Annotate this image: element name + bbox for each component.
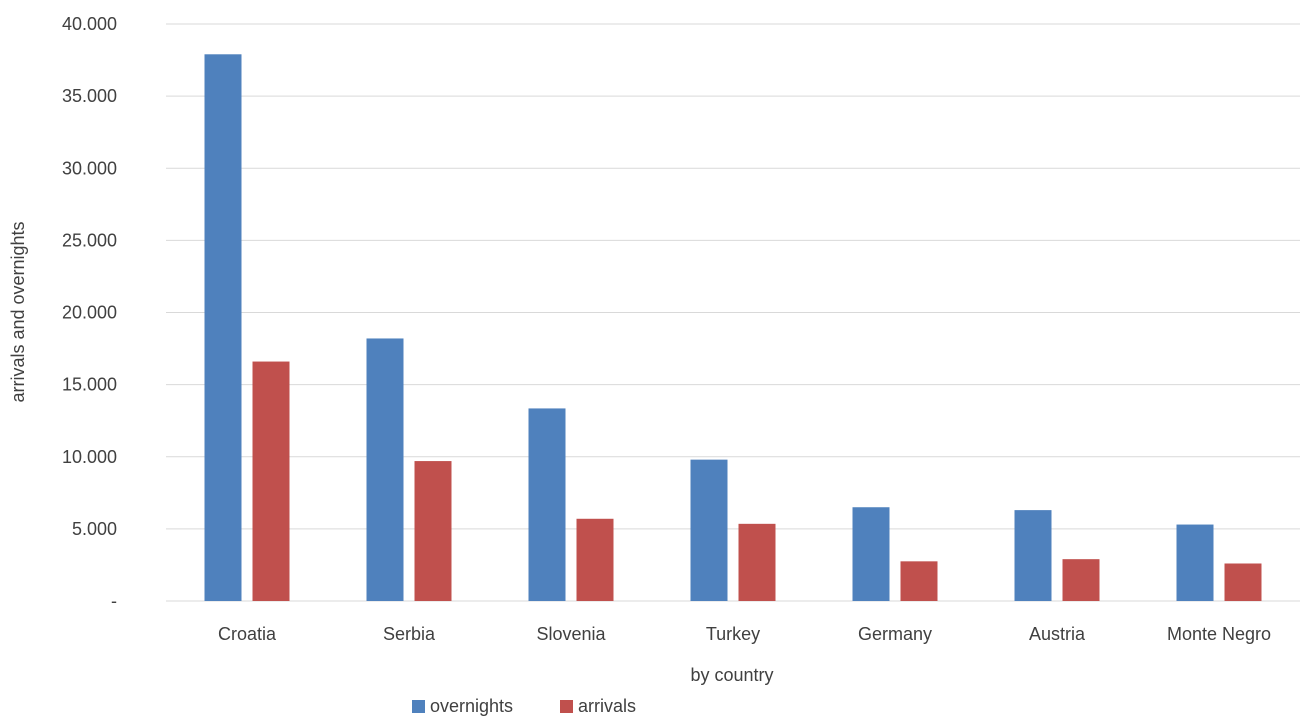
y-axis-ticks: - 5.000 10.000 15.000 20.000 25.000 30.000 35.0… [62, 14, 117, 611]
x-category-label: Croatia [218, 624, 277, 644]
bar-arrivals-germany [900, 561, 938, 601]
y-tick-label: 30.000 [62, 158, 117, 178]
x-category-label: Germany [858, 624, 932, 644]
bar-arrivals-croatia [252, 361, 290, 601]
y-tick-label: 40.000 [62, 14, 117, 34]
bar-arrivals-turkey [738, 523, 776, 601]
y-tick-label: 25.000 [62, 230, 117, 250]
bar-overnights-serbia [366, 338, 404, 601]
legend-label-arrivals: arrivals [578, 696, 636, 716]
bar-arrivals-austria [1062, 559, 1100, 601]
x-category-label: Monte Negro [1167, 624, 1271, 644]
bar-arrivals-slovenia [576, 518, 614, 601]
y-axis-title: arrivals and overnights [8, 221, 28, 402]
legend-label-overnights: overnights [430, 696, 513, 716]
x-category-label: Austria [1029, 624, 1086, 644]
bars [204, 54, 1262, 602]
legend: overnights arrivals [412, 696, 636, 716]
y-tick-label: 10.000 [62, 447, 117, 467]
y-tick-label: 5.000 [72, 519, 117, 539]
x-axis-title: by country [690, 665, 773, 685]
x-category-label: Serbia [383, 624, 436, 644]
y-tick-label: 15.000 [62, 375, 117, 395]
y-tick-label: 20.000 [62, 303, 117, 323]
bar-overnights-germany [852, 507, 890, 601]
legend-swatch-arrivals [560, 700, 573, 713]
bar-arrivals-serbia [414, 461, 452, 601]
bar-overnights-turkey [690, 459, 728, 601]
bar-overnights-slovenia [528, 408, 566, 601]
legend-swatch-overnights [412, 700, 425, 713]
x-category-label: Slovenia [536, 624, 606, 644]
gridlines [166, 23, 1300, 602]
bar-overnights-austria [1014, 510, 1052, 601]
bar-arrivals-monte-negro [1224, 563, 1262, 601]
x-axis-categories: Croatia Serbia Slovenia Turkey Germany Austri… [218, 624, 1271, 644]
y-tick-label: 35.000 [62, 86, 117, 106]
bar-overnights-monte-negro [1176, 524, 1214, 601]
bar-overnights-croatia [204, 54, 242, 602]
x-category-label: Turkey [706, 624, 760, 644]
y-tick-label: - [111, 591, 117, 611]
